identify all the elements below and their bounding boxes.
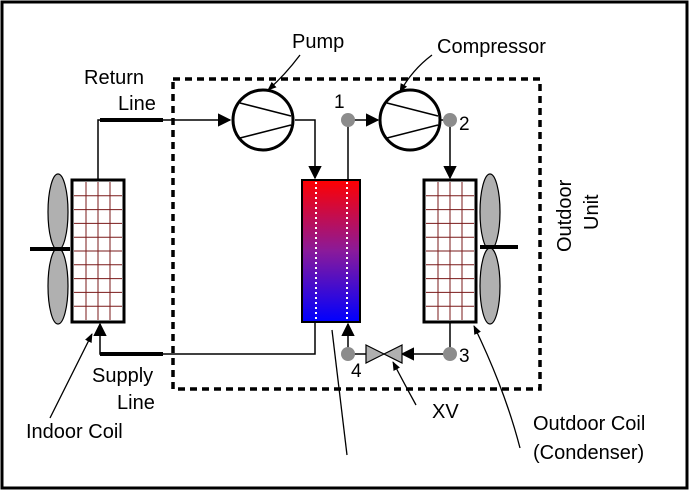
return-pipe [97, 113, 232, 180]
outdoor-coil-label-1: Outdoor Coil [533, 413, 645, 435]
pump-to-hx-pipe [295, 119, 322, 180]
state-label-3: 3 [459, 346, 470, 367]
state-label-4: 4 [351, 361, 362, 382]
xv-label: XV [432, 401, 459, 423]
outdoor-coil [422, 178, 478, 324]
pump-icon [231, 88, 295, 152]
compressor-label: Compressor [437, 36, 546, 58]
return-line-label-1: Return [84, 67, 144, 89]
state-point-3 [443, 347, 457, 361]
outdoor-fan-icon [479, 173, 518, 325]
state-point-4 [341, 347, 355, 361]
indoor-coil-label: Indoor Coil [26, 421, 123, 443]
outdoor-unit-boundary [171, 77, 542, 391]
leader-lines [49, 54, 521, 456]
indoor-coil [70, 178, 126, 324]
state-label-1: 1 [334, 92, 345, 113]
supply-line-label-2: Line [117, 392, 155, 414]
outdoor-unit-label-2: Unit [581, 194, 603, 230]
state-point-2 [443, 113, 457, 127]
supply-pipe [93, 322, 316, 355]
outdoor-unit-label-1: Outdoor [554, 179, 576, 252]
return-line-label-2: Line [118, 93, 156, 115]
pump-label: Pump [292, 31, 344, 53]
outdoor-coil-label-2: (Condenser) [533, 442, 644, 464]
pipes [93, 113, 457, 361]
compressor-icon [378, 88, 442, 152]
expansion-valve-icon [365, 344, 403, 364]
indoor-fan-icon [30, 173, 70, 325]
state-label-2: 2 [459, 114, 470, 135]
state-point-1 [341, 113, 355, 127]
heat-exchanger [301, 179, 361, 323]
supply-line-label-1: Supply [92, 365, 153, 387]
